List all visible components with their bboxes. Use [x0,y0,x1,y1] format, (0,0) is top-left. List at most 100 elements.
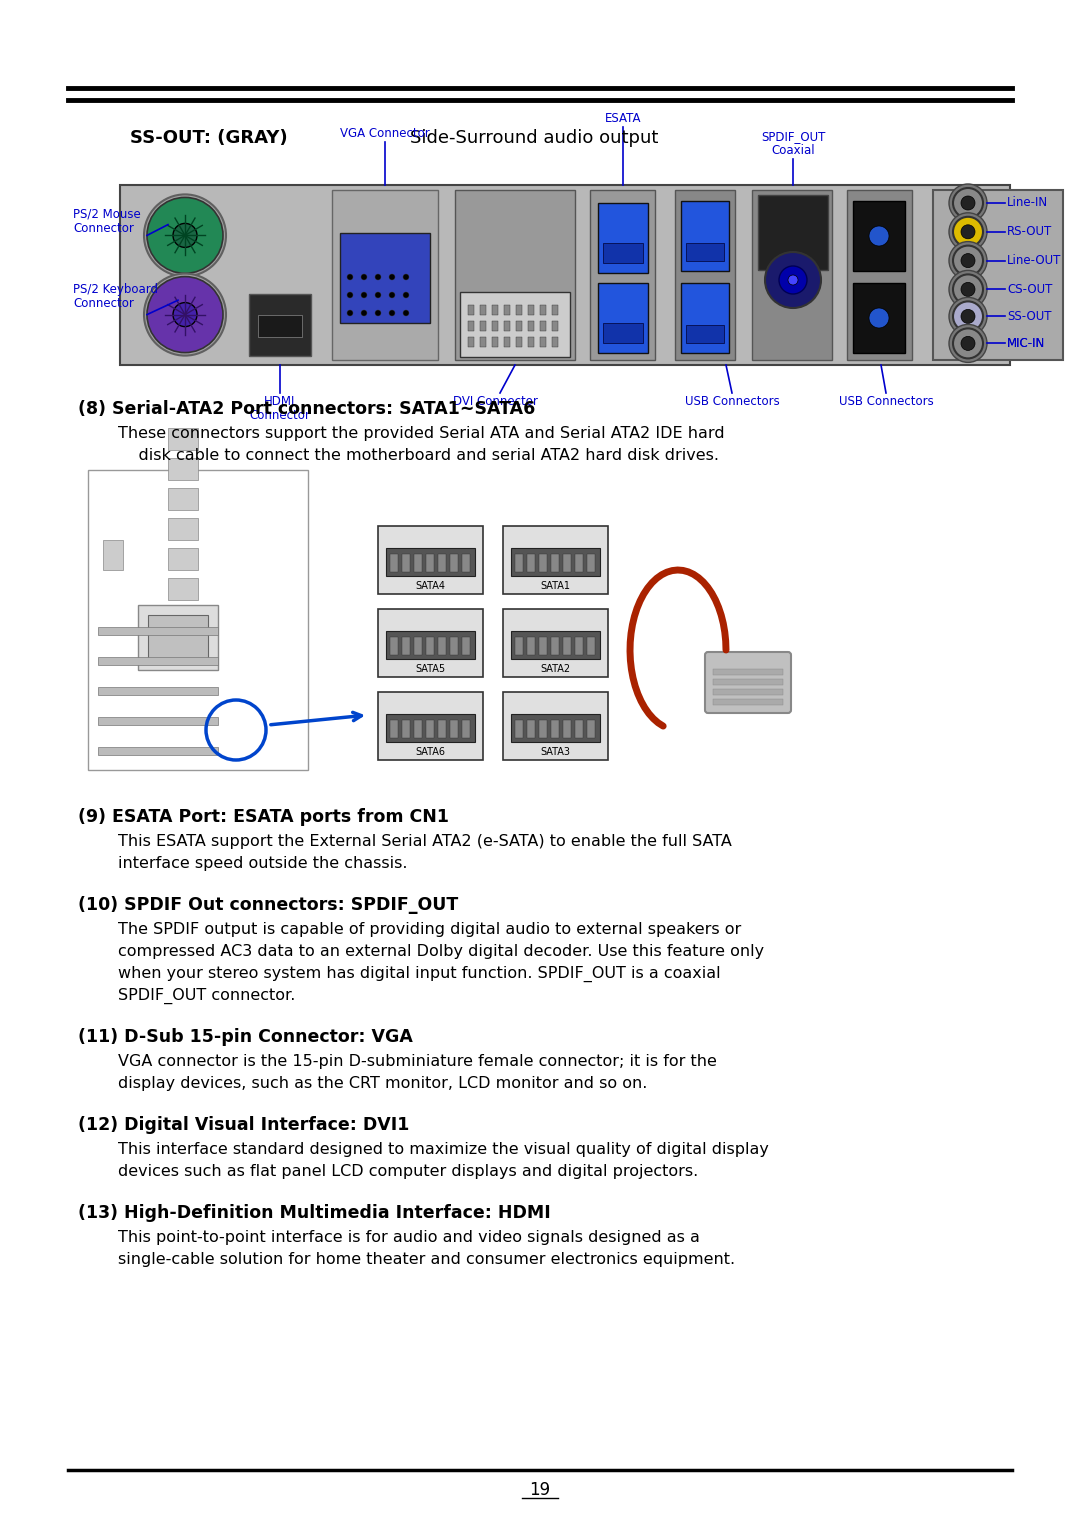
Circle shape [953,301,983,332]
Bar [504,321,510,332]
Text: VGA Connector: VGA Connector [340,127,430,141]
Bar [332,189,438,361]
Bar [528,306,534,315]
Bar [492,321,498,332]
Bar [492,338,498,347]
Circle shape [961,283,975,296]
Bar [390,637,399,656]
Text: USB Connectors: USB Connectors [839,396,933,408]
Bar [386,549,475,576]
Circle shape [375,292,381,298]
Circle shape [961,254,975,267]
Text: disk cable to connect the motherboard and serial ATA2 hard disk drives.: disk cable to connect the motherboard an… [118,448,719,463]
Bar [390,720,399,738]
Bar [675,189,735,361]
Text: when your stereo system has digital input function. SPDIF_OUT is a coaxial: when your stereo system has digital inpu… [118,966,720,983]
FancyBboxPatch shape [705,652,791,714]
Bar [511,714,600,743]
Bar [598,283,648,353]
Bar [98,747,218,755]
Bar [378,692,483,759]
Bar [103,539,123,570]
Text: (9) ESATA Port: ESATA ports from CN1: (9) ESATA Port: ESATA ports from CN1 [78,808,449,827]
Text: This interface standard designed to maximize the visual quality of digital displ: This interface standard designed to maxi… [118,1141,769,1157]
Text: MIC-IN: MIC-IN [1007,336,1045,350]
Circle shape [953,329,983,359]
Bar [752,189,832,361]
Bar [98,717,218,724]
Bar [527,637,535,656]
Bar [511,549,600,576]
Circle shape [953,188,983,219]
Text: SATA3: SATA3 [540,747,570,756]
Circle shape [953,246,983,275]
Circle shape [961,196,975,209]
Circle shape [347,310,353,316]
Bar [87,471,308,770]
Bar [603,243,643,263]
Circle shape [788,275,798,286]
Bar [438,637,446,656]
Text: SATA6: SATA6 [415,747,445,756]
Bar [480,338,486,347]
Text: HDMI: HDMI [265,396,296,408]
Text: single-cable solution for home theater and consumer electronics equipment.: single-cable solution for home theater a… [118,1251,735,1267]
Bar [551,555,559,571]
Circle shape [347,292,353,298]
Bar [552,321,558,332]
Bar [98,657,218,665]
Bar [148,614,208,660]
Circle shape [375,274,381,280]
Text: PS/2 Keyboard: PS/2 Keyboard [73,283,158,296]
Bar [528,321,534,332]
Text: DVI Connector: DVI Connector [453,396,538,408]
Bar [575,555,583,571]
Bar [480,306,486,315]
Bar [414,637,422,656]
Bar [713,689,783,695]
Bar [686,325,724,342]
Text: (11) D-Sub 15-pin Connector: VGA: (11) D-Sub 15-pin Connector: VGA [78,1028,413,1047]
Bar [426,637,434,656]
Circle shape [389,274,395,280]
Bar [551,637,559,656]
Text: (10) SPDIF Out connectors: SPDIF_OUT: (10) SPDIF Out connectors: SPDIF_OUT [78,895,458,914]
Bar [713,669,783,675]
Circle shape [953,217,983,248]
Bar [462,720,470,738]
Text: The SPDIF output is capable of providing digital audio to external speakers or: The SPDIF output is capable of providing… [118,921,741,937]
Circle shape [961,225,975,238]
Circle shape [147,277,222,353]
Bar [258,315,302,338]
Bar [527,555,535,571]
Bar [515,637,523,656]
Bar [390,555,399,571]
Bar [402,555,410,571]
FancyBboxPatch shape [249,293,311,356]
Bar [386,714,475,743]
Bar [462,555,470,571]
Bar [551,720,559,738]
Text: SATA4: SATA4 [415,581,445,591]
Bar [540,338,546,347]
Bar [504,338,510,347]
Bar [426,555,434,571]
Circle shape [347,274,353,280]
Bar [414,555,422,571]
Bar [438,720,446,738]
Bar [168,518,198,539]
Circle shape [949,241,987,280]
Circle shape [949,324,987,362]
Text: Coaxial: Coaxial [771,144,814,157]
Circle shape [403,274,409,280]
Bar [516,338,522,347]
Bar [386,631,475,659]
Text: (12) Digital Visual Interface: DVI1: (12) Digital Visual Interface: DVI1 [78,1115,409,1134]
Bar [603,322,643,342]
Bar [168,549,198,570]
Text: 19: 19 [529,1481,551,1499]
Text: MIC-IN: MIC-IN [1007,336,1045,350]
Text: SS-OUT: SS-OUT [1007,310,1052,322]
Text: VGA connector is the 15-pin D-subminiature female connector; it is for the: VGA connector is the 15-pin D-subminiatu… [118,1054,717,1070]
Bar [426,720,434,738]
